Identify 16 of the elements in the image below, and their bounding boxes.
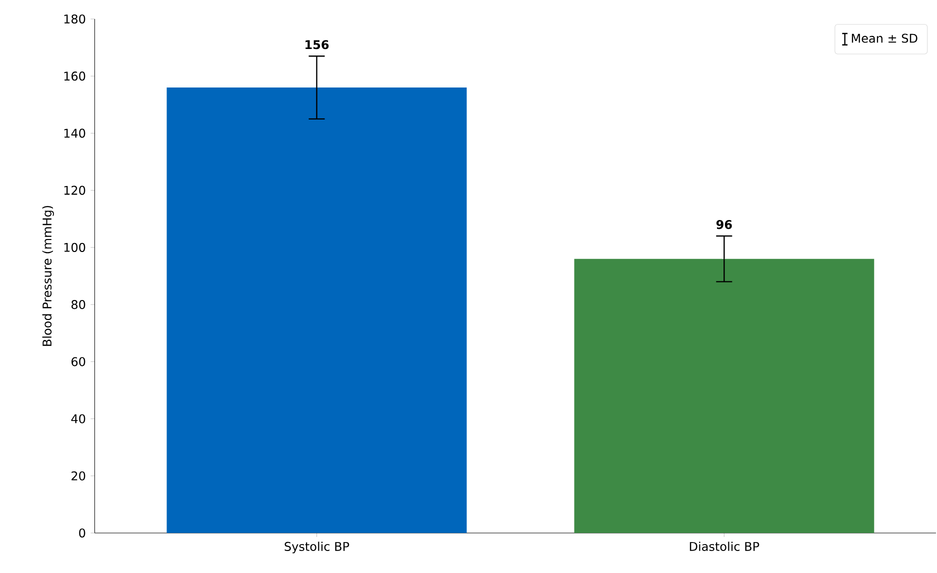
y-tick-label: 180 xyxy=(64,14,86,24)
y-tick-label: 40 xyxy=(71,414,86,424)
y-tick-label: 140 xyxy=(64,128,86,138)
y-tick-label: 100 xyxy=(64,242,86,252)
text: Mean ± SD xyxy=(852,34,918,43)
y-axis-title: Blood Pressure (mmHg) xyxy=(42,206,54,346)
data-label: 96 xyxy=(716,220,732,230)
y-tick-label: 0 xyxy=(79,528,86,538)
y-tick-label: 20 xyxy=(72,471,86,480)
data-label: 156 xyxy=(306,40,329,50)
y-tick-label: 120 xyxy=(64,186,86,195)
x-tick-label: Systolic BP xyxy=(284,542,350,554)
y-tick-label: 60 xyxy=(72,357,86,366)
y-tick-label: 80 xyxy=(72,300,86,310)
y-tick-label: 160 xyxy=(64,72,86,81)
x-tick-label: Diastolic BP xyxy=(690,542,760,551)
